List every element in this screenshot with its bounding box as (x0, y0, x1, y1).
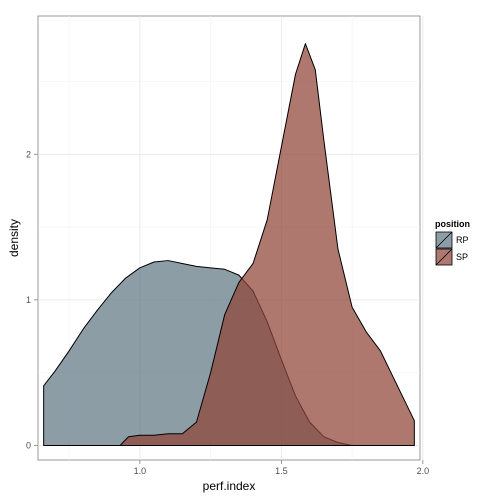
legend-title: position (435, 219, 470, 229)
axis-ticks: 1.0 1.5 2.0 0 1 2 (26, 149, 429, 476)
legend-label-rp: RP (456, 235, 469, 245)
legend-key-slash (435, 231, 453, 249)
y-axis-title: density (7, 219, 21, 257)
y-tick-label: 0 (26, 440, 31, 450)
x-tick-label: 1.0 (134, 466, 147, 476)
x-axis-title: perf.index (203, 479, 256, 493)
x-tick-label: 1.5 (275, 466, 288, 476)
legend: position RP SP (435, 219, 470, 266)
x-tick-label: 2.0 (417, 466, 430, 476)
density-areas (43, 43, 415, 446)
legend-label-sp: SP (456, 252, 468, 262)
legend-key-slash (435, 248, 453, 266)
y-tick-label: 2 (26, 149, 31, 159)
y-tick-label: 1 (26, 295, 31, 305)
density-area-sp (119, 43, 415, 446)
